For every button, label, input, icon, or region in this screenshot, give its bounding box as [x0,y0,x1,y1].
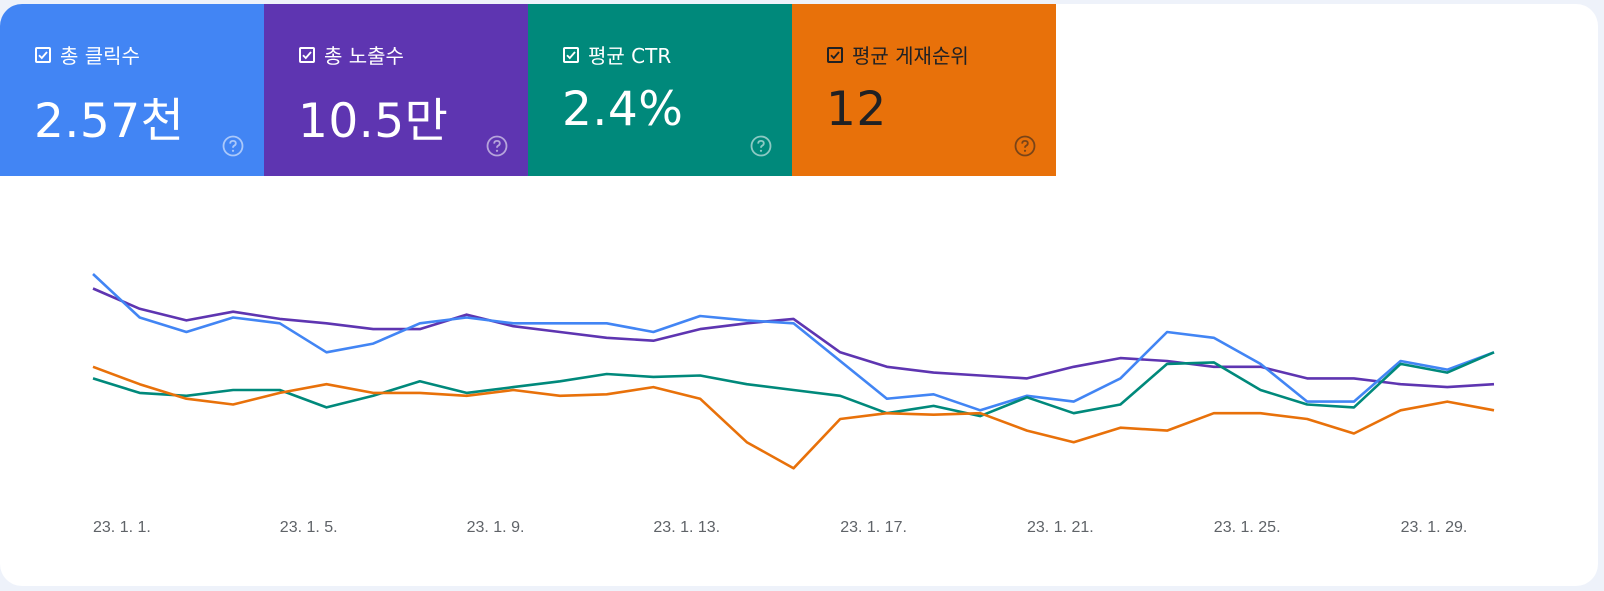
metric-label: 총 노출수 [299,40,404,69]
metric-label-text: 총 클릭수 [60,44,140,68]
metric-label: 총 클릭수 [35,40,140,69]
x-tick-label: 23. 1. 9. [467,519,525,536]
metric-cards: 총 클릭수 2.57천 총 노출수 10.5만 평균 CTR 2.4% 평균 [0,4,1056,176]
series-line-1 [92,273,1495,412]
metric-value: 2.4% [562,82,684,137]
x-tick-label: 23. 1. 29. [1401,519,1468,536]
chart-lines [92,273,1495,470]
x-tick-label: 23. 1. 17. [840,519,907,536]
checkbox-checked-icon[interactable] [299,46,315,63]
x-tick-label: 23. 1. 25. [1214,519,1281,536]
metric-value: 10.5만 [298,94,449,149]
metric-label-text: 평균 게재순위 [852,44,969,68]
help-circle-icon[interactable] [750,135,772,157]
checkbox-checked-icon[interactable] [563,46,579,63]
metric-value: 2.57천 [34,94,185,149]
series-line-3 [92,365,1495,470]
x-tick-label: 23. 1. 13. [653,519,720,536]
chart-x-axis: 23. 1. 1. 23. 1. 5. 23. 1. 9. 23. 1. 13. 23.… [93,519,1467,536]
series-line-0 [92,287,1495,389]
checkbox-checked-icon[interactable] [827,46,843,63]
x-tick-label: 23. 1. 21. [1027,519,1094,536]
help-circle-icon[interactable] [222,135,244,157]
metric-label-text: 총 노출수 [324,44,404,68]
performance-line-chart: 23. 1. 1. 23. 1. 5. 23. 1. 9. 23. 1. 13. 23.… [92,273,1495,536]
metric-label: 평균 CTR [563,40,671,69]
checkbox-checked-icon[interactable] [35,46,51,63]
metric-card-impressions[interactable]: 총 노출수 10.5만 [264,4,528,176]
series-line-2 [92,351,1495,418]
metric-card-clicks[interactable]: 총 클릭수 2.57천 [0,4,264,176]
metric-value: 12 [826,82,887,137]
x-tick-label: 23. 1. 5. [280,519,338,536]
help-circle-icon[interactable] [1014,135,1036,157]
x-tick-label: 23. 1. 1. [93,519,151,536]
metric-card-ctr[interactable]: 평균 CTR 2.4% [528,4,792,176]
metric-card-position[interactable]: 평균 게재순위 12 [792,4,1056,176]
performance-panel: 총 클릭수 2.57천 총 노출수 10.5만 평균 CTR 2.4% 평균 [0,4,1598,586]
help-circle-icon[interactable] [486,135,508,157]
metric-label-text: 평균 CTR [588,44,672,68]
metric-label: 평균 게재순위 [827,40,969,69]
